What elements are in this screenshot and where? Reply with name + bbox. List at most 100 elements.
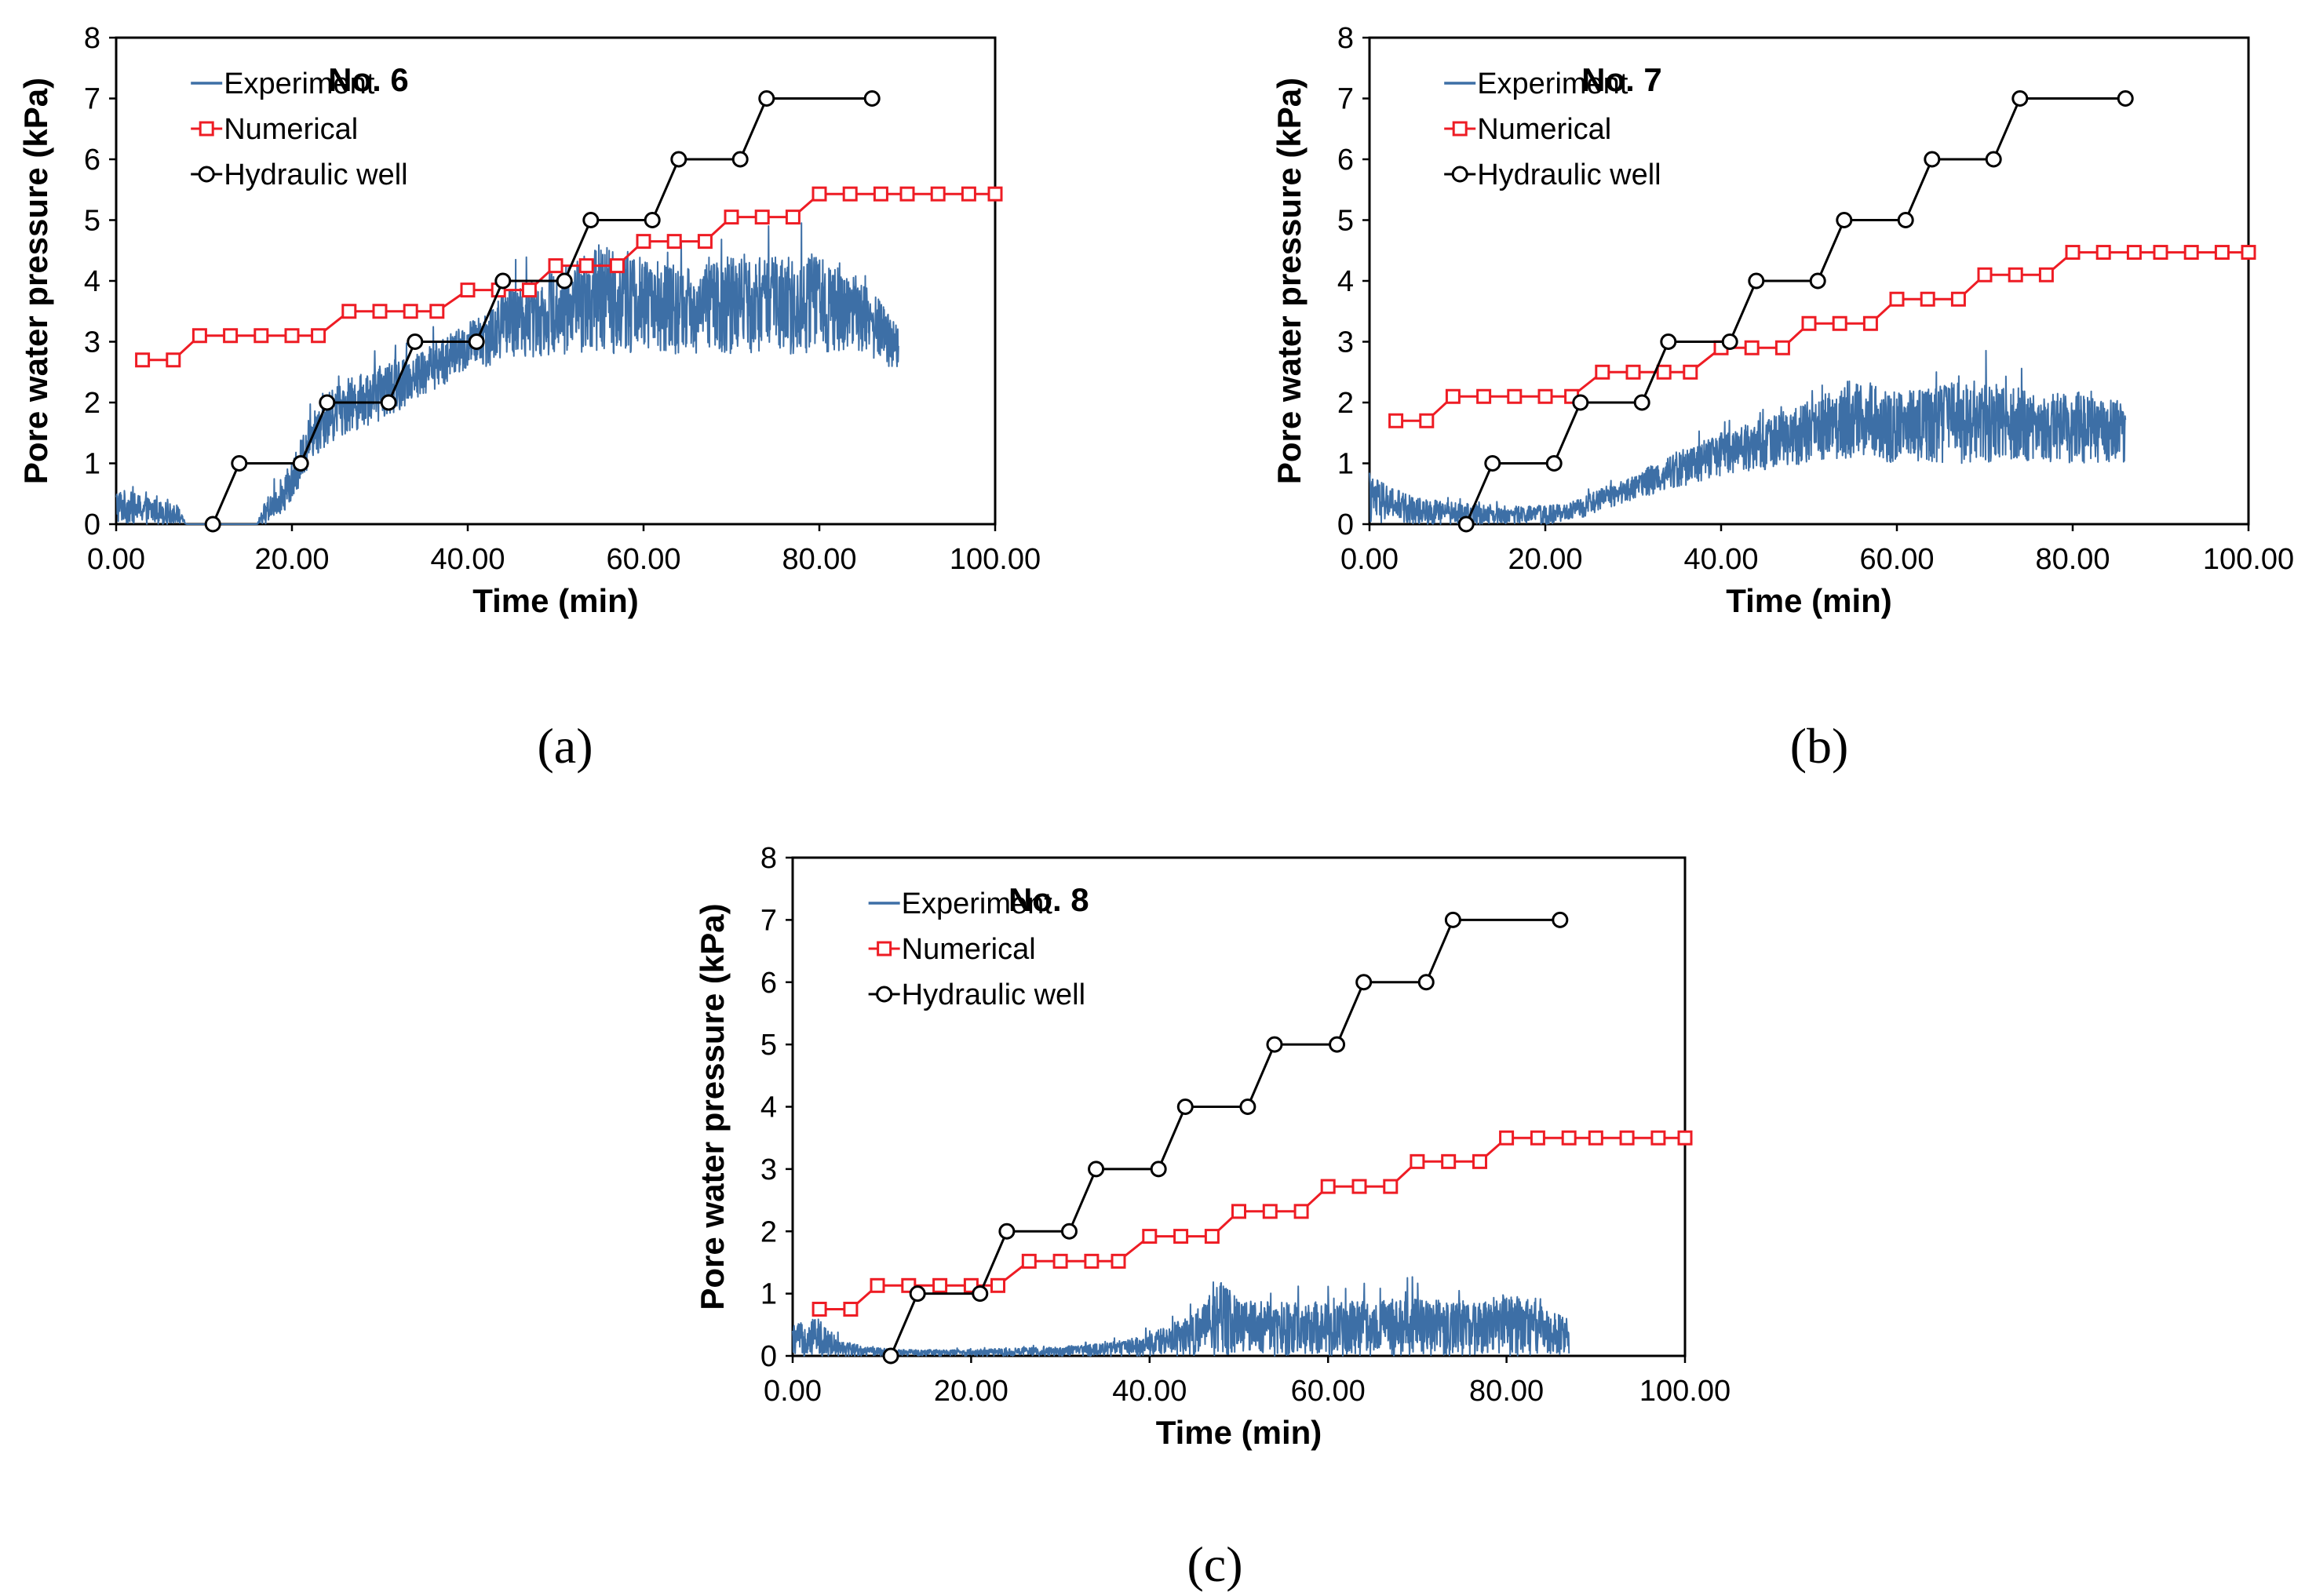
- numerical-point: [548, 258, 563, 274]
- hydraulic-well-point: [758, 90, 775, 107]
- hydraulic-well-point: [582, 212, 600, 228]
- legend-numerical-marker: [199, 121, 214, 137]
- y-tick-label: 8: [84, 22, 100, 55]
- y-tick-label: 3: [84, 326, 100, 359]
- numerical-point: [1950, 291, 1966, 307]
- y-tick-label: 8: [760, 842, 777, 875]
- numerical-point: [843, 1301, 859, 1317]
- numerical-point: [1351, 1179, 1367, 1194]
- x-tick-label: 100.00: [1639, 1375, 1731, 1408]
- hydraulic-well-point: [1060, 1223, 1078, 1240]
- y-tick-label: 6: [84, 144, 100, 177]
- numerical-point: [1588, 1130, 1603, 1146]
- numerical-point: [811, 1301, 827, 1317]
- hydraulic-well-point: [407, 333, 424, 350]
- chart-title: No. 8: [1008, 881, 1089, 918]
- chart-title: No. 6: [328, 61, 409, 98]
- numerical-point: [521, 282, 537, 298]
- numerical-point: [932, 1277, 948, 1293]
- hydraulic-well-point: [998, 1223, 1016, 1240]
- numerical-point: [1530, 1130, 1545, 1146]
- hydraulic-well-point: [1748, 272, 1765, 290]
- numerical-point: [1625, 364, 1641, 380]
- numerical-point: [842, 186, 858, 202]
- legend-numerical-label: Numerical: [1477, 113, 1611, 146]
- hydraulic-well-point: [1355, 974, 1373, 991]
- numerical-point: [1507, 388, 1523, 404]
- numerical-point: [1293, 1204, 1309, 1219]
- numerical-point: [697, 234, 713, 250]
- hydraulic-well-point: [1545, 455, 1563, 472]
- numerical-point: [223, 328, 239, 344]
- numerical-point: [1320, 1179, 1336, 1194]
- legend-hydraulic-well-label: Hydraulic well: [1477, 159, 1661, 191]
- y-tick-label: 3: [1337, 326, 1354, 359]
- legend-numerical-label: Numerical: [224, 113, 358, 146]
- x-tick-label: 80.00: [1469, 1375, 1544, 1408]
- hydraulic-well-point: [1329, 1036, 1346, 1053]
- numerical-point: [1410, 1153, 1425, 1169]
- y-tick-label: 1: [84, 448, 100, 481]
- hydraulic-well-point: [1088, 1161, 1105, 1178]
- y-tick-label: 7: [1337, 83, 1354, 116]
- hydraulic-well-point: [1552, 911, 1569, 928]
- hydraulic-well-point: [1660, 333, 1677, 350]
- hydraulic-well-point: [1239, 1099, 1256, 1115]
- numerical-point: [1231, 1204, 1246, 1219]
- numerical-point: [987, 186, 1003, 202]
- numerical-point: [870, 1277, 885, 1293]
- x-tick-label: 80.00: [2035, 543, 2110, 576]
- numerical-point: [990, 1277, 1006, 1293]
- caption-b: (b): [1790, 718, 1849, 774]
- x-tick-label: 20.00: [1508, 543, 1582, 576]
- x-tick-label: 40.00: [1683, 543, 1758, 576]
- numerical-point: [1774, 340, 1790, 355]
- numerical-point: [2183, 245, 2199, 261]
- x-axis-label: Time (min): [1726, 582, 1892, 619]
- hydraulic-well-point: [1809, 272, 1826, 290]
- hydraulic-well-point: [863, 90, 881, 107]
- legend-hydraulic-well-label: Hydraulic well: [224, 159, 407, 191]
- legend-experiment-label: Experiment: [902, 887, 1053, 920]
- hydraulic-well-point: [1457, 516, 1475, 533]
- numerical-point: [1619, 1130, 1635, 1146]
- y-tick-label: 7: [760, 904, 777, 937]
- numerical-point: [899, 186, 915, 202]
- numerical-point: [1537, 388, 1553, 404]
- hydraulic-well-point: [204, 516, 221, 533]
- legend-hydraulic-well-marker: [1451, 166, 1468, 183]
- x-tick-label: 60.00: [1859, 543, 1934, 576]
- numerical-point: [311, 328, 326, 344]
- hydraulic-well-point: [731, 151, 749, 168]
- hydraulic-well-point: [1444, 911, 1461, 928]
- hydraulic-well-point: [909, 1285, 926, 1303]
- numerical-point: [785, 210, 801, 225]
- numerical-point: [1111, 1253, 1126, 1269]
- numerical-point: [873, 186, 888, 202]
- hydraulic-well-point: [468, 333, 485, 350]
- hydraulic-well-point: [319, 394, 336, 411]
- hydraulic-well-point: [1721, 333, 1738, 350]
- hydraulic-well-point: [1985, 151, 2002, 168]
- caption-c: (c): [1187, 1536, 1242, 1592]
- experiment-series-line: [792, 1276, 1570, 1357]
- hydraulic-well-point: [1266, 1036, 1283, 1053]
- x-tick-label: 100.00: [950, 543, 1041, 576]
- numerical-point: [666, 234, 682, 250]
- hydraulic-well-point: [644, 212, 661, 228]
- numerical-point: [1920, 291, 1935, 307]
- numerical-point: [1656, 364, 1672, 380]
- x-tick-label: 0.00: [764, 1375, 822, 1408]
- legend-numerical-label: Numerical: [902, 933, 1036, 966]
- y-tick-label: 1: [1337, 448, 1354, 481]
- legend-hydraulic-well-marker: [876, 986, 893, 1003]
- hydraulic-well-point: [1150, 1161, 1167, 1178]
- hydraulic-well-point: [972, 1285, 989, 1303]
- legend-experiment-label: Experiment: [1477, 67, 1628, 100]
- numerical-point: [1445, 388, 1461, 404]
- numerical-point: [403, 304, 418, 319]
- y-tick-label: 0: [1337, 508, 1354, 541]
- hydraulic-well-point: [1924, 151, 1941, 168]
